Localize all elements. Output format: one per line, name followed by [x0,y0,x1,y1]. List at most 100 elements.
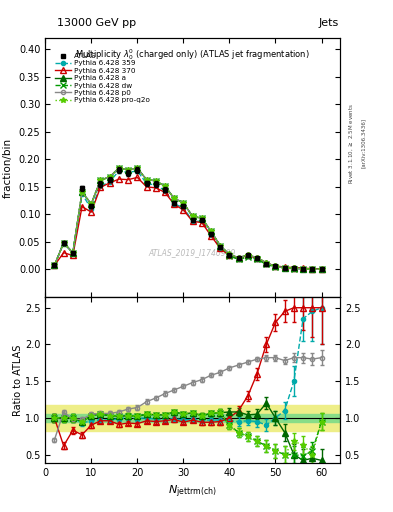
Pythia 6.428 dw [163,183,167,189]
Pythia 6.428 dw [319,266,324,272]
Pythia 6.428 p0 [144,177,149,183]
Pythia 6.428 pro-q2o [209,228,213,234]
Pythia 6.428 p0 [273,263,278,269]
Pythia 6.428 dw [255,257,259,263]
Pythia 6.428 370 [80,203,84,209]
Pythia 6.428 a [209,228,213,234]
Pythia 6.428 pro-q2o [126,167,130,173]
Pythia 6.428 pro-q2o [282,265,287,271]
Pythia 6.428 dw [236,257,241,263]
Pythia 6.428 pro-q2o [319,266,324,272]
Pythia 6.428 pro-q2o [273,263,278,269]
Pythia 6.428 dw [301,266,305,272]
Pythia 6.428 370 [135,175,140,181]
Legend: ATLAS, Pythia 6.428 359, Pythia 6.428 370, Pythia 6.428 a, Pythia 6.428 dw, Pyth: ATLAS, Pythia 6.428 359, Pythia 6.428 37… [55,52,151,104]
Pythia 6.428 359 [227,253,232,259]
Pythia 6.428 pro-q2o [218,243,222,249]
Pythia 6.428 a [264,260,269,266]
Pythia 6.428 dw [273,264,278,270]
Pythia 6.428 p0 [163,183,167,189]
Text: Jets: Jets [318,18,339,28]
Pythia 6.428 pro-q2o [292,265,296,271]
Pythia 6.428 370 [292,265,296,271]
Pythia 6.428 a [135,165,140,171]
Pythia 6.428 370 [301,265,305,271]
Pythia 6.428 370 [52,262,57,268]
Pythia 6.428 dw [61,240,66,246]
Pythia 6.428 p0 [218,243,222,249]
Pythia 6.428 a [255,254,259,261]
Pythia 6.428 370 [116,176,121,182]
Pythia 6.428 359 [282,265,287,271]
Pythia 6.428 pro-q2o [310,266,315,272]
Y-axis label: fraction/bin: fraction/bin [3,138,13,198]
Pythia 6.428 a [301,266,305,272]
Pythia 6.428 p0 [246,252,250,258]
Pythia 6.428 dw [153,178,158,184]
Pythia 6.428 pro-q2o [255,254,259,261]
Pythia 6.428 dw [310,266,315,272]
Pythia 6.428 pro-q2o [172,195,176,201]
Pythia 6.428 359 [209,231,213,238]
Pythia 6.428 370 [172,201,176,207]
Pythia 6.428 370 [209,232,213,239]
Pythia 6.428 a [246,252,250,258]
Pythia 6.428 359 [190,218,195,224]
Pythia 6.428 pro-q2o [144,177,149,183]
Pythia 6.428 p0 [209,228,213,234]
Pythia 6.428 359 [236,255,241,262]
Pythia 6.428 pro-q2o [264,260,269,266]
Pythia 6.428 370 [273,263,278,269]
Pythia 6.428 370 [199,220,204,226]
Pythia 6.428 pro-q2o [98,177,103,183]
Pythia 6.428 dw [116,165,121,171]
Pythia 6.428 359 [61,240,66,246]
Pythia 6.428 dw [218,243,222,249]
Pythia 6.428 370 [218,245,222,251]
Pythia 6.428 dw [172,195,176,201]
Pythia 6.428 dw [107,174,112,180]
Pythia 6.428 pro-q2o [190,214,195,220]
Pythia 6.428 dw [80,189,84,196]
Pythia 6.428 dw [209,228,213,234]
Pythia 6.428 a [218,243,222,249]
Pythia 6.428 dw [89,201,94,207]
Pythia 6.428 a [273,263,278,269]
Pythia 6.428 359 [319,266,324,272]
Pythia 6.428 359 [246,253,250,259]
Pythia 6.428 a [153,178,158,184]
Pythia 6.428 359 [52,262,57,268]
Pythia 6.428 a [236,254,241,261]
Pythia 6.428 dw [292,266,296,272]
Pythia 6.428 a [116,165,121,171]
Pythia 6.428 p0 [89,201,94,207]
Pythia 6.428 dw [70,250,75,256]
Pythia 6.428 359 [89,206,94,212]
Pythia 6.428 359 [126,169,130,176]
Pythia 6.428 a [52,262,57,268]
Pythia 6.428 359 [172,201,176,207]
Line: Pythia 6.428 pro-q2o: Pythia 6.428 pro-q2o [51,165,324,272]
Pythia 6.428 359 [153,182,158,188]
Pythia 6.428 370 [98,184,103,190]
Pythia 6.428 p0 [227,251,232,258]
Pythia 6.428 a [89,201,94,207]
Pythia 6.428 a [163,183,167,189]
Pythia 6.428 a [61,240,66,246]
Pythia 6.428 p0 [153,178,158,184]
Pythia 6.428 pro-q2o [301,266,305,272]
Pythia 6.428 p0 [255,254,259,261]
Pythia 6.428 p0 [282,265,287,271]
Pythia 6.428 359 [255,255,259,262]
Pythia 6.428 a [107,174,112,180]
Pythia 6.428 a [172,195,176,201]
Pythia 6.428 370 [126,177,130,183]
Pythia 6.428 pro-q2o [89,201,94,207]
Pythia 6.428 pro-q2o [135,165,140,171]
Pythia 6.428 pro-q2o [246,252,250,258]
Pythia 6.428 370 [319,266,324,272]
Pythia 6.428 a [292,265,296,271]
Pythia 6.428 p0 [61,240,66,246]
Pythia 6.428 p0 [70,250,75,256]
Pythia 6.428 370 [255,255,259,261]
